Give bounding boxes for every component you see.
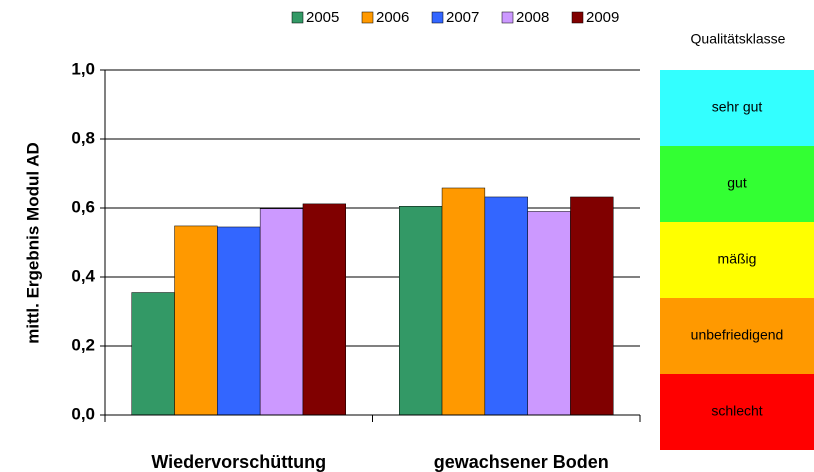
bar bbox=[174, 225, 218, 416]
bar bbox=[217, 226, 261, 416]
quality-label: gut bbox=[727, 175, 747, 191]
quality-label: mäßig bbox=[718, 251, 757, 267]
y-tick-label: 0,8 bbox=[71, 128, 95, 147]
legend-label: 2008 bbox=[516, 9, 549, 26]
legend-label: 2009 bbox=[586, 9, 619, 26]
bar bbox=[302, 203, 347, 416]
legend-swatch bbox=[501, 11, 514, 24]
legend-swatch bbox=[361, 11, 374, 24]
quality-label: sehr gut bbox=[712, 99, 763, 115]
quality-band bbox=[660, 298, 814, 374]
bar bbox=[570, 196, 614, 416]
bar bbox=[131, 292, 175, 416]
bar bbox=[259, 208, 304, 416]
bar bbox=[484, 196, 528, 416]
legend-swatch bbox=[571, 11, 584, 24]
legend-label: 2006 bbox=[376, 9, 409, 26]
legend-swatch bbox=[431, 11, 444, 24]
legend-swatch bbox=[291, 11, 304, 24]
x-tick-label: gewachsener Boden bbox=[434, 452, 609, 472]
y-tick-label: 0,0 bbox=[71, 404, 95, 423]
bar bbox=[441, 187, 486, 416]
quality-label: unbefriedigend bbox=[691, 327, 784, 343]
quality-band bbox=[660, 222, 814, 298]
quality-band bbox=[660, 146, 814, 222]
quality-title: Qualitätsklasse bbox=[691, 31, 786, 47]
y-axis-title: mittl. Ergebnis Modul AD bbox=[23, 142, 42, 343]
y-tick-label: 0,4 bbox=[71, 266, 95, 285]
bar bbox=[399, 206, 443, 416]
bar bbox=[527, 211, 571, 416]
quality-band bbox=[660, 374, 814, 450]
quality-band bbox=[660, 70, 814, 146]
x-tick-label: Wiedervorschüttung bbox=[151, 452, 326, 472]
quality-label: schlecht bbox=[711, 403, 762, 419]
y-tick-label: 0,2 bbox=[71, 335, 95, 354]
legend-label: 2005 bbox=[306, 9, 339, 26]
legend-label: 2007 bbox=[446, 9, 479, 26]
y-tick-label: 1,0 bbox=[71, 59, 95, 78]
y-tick-label: 0,6 bbox=[71, 197, 95, 216]
